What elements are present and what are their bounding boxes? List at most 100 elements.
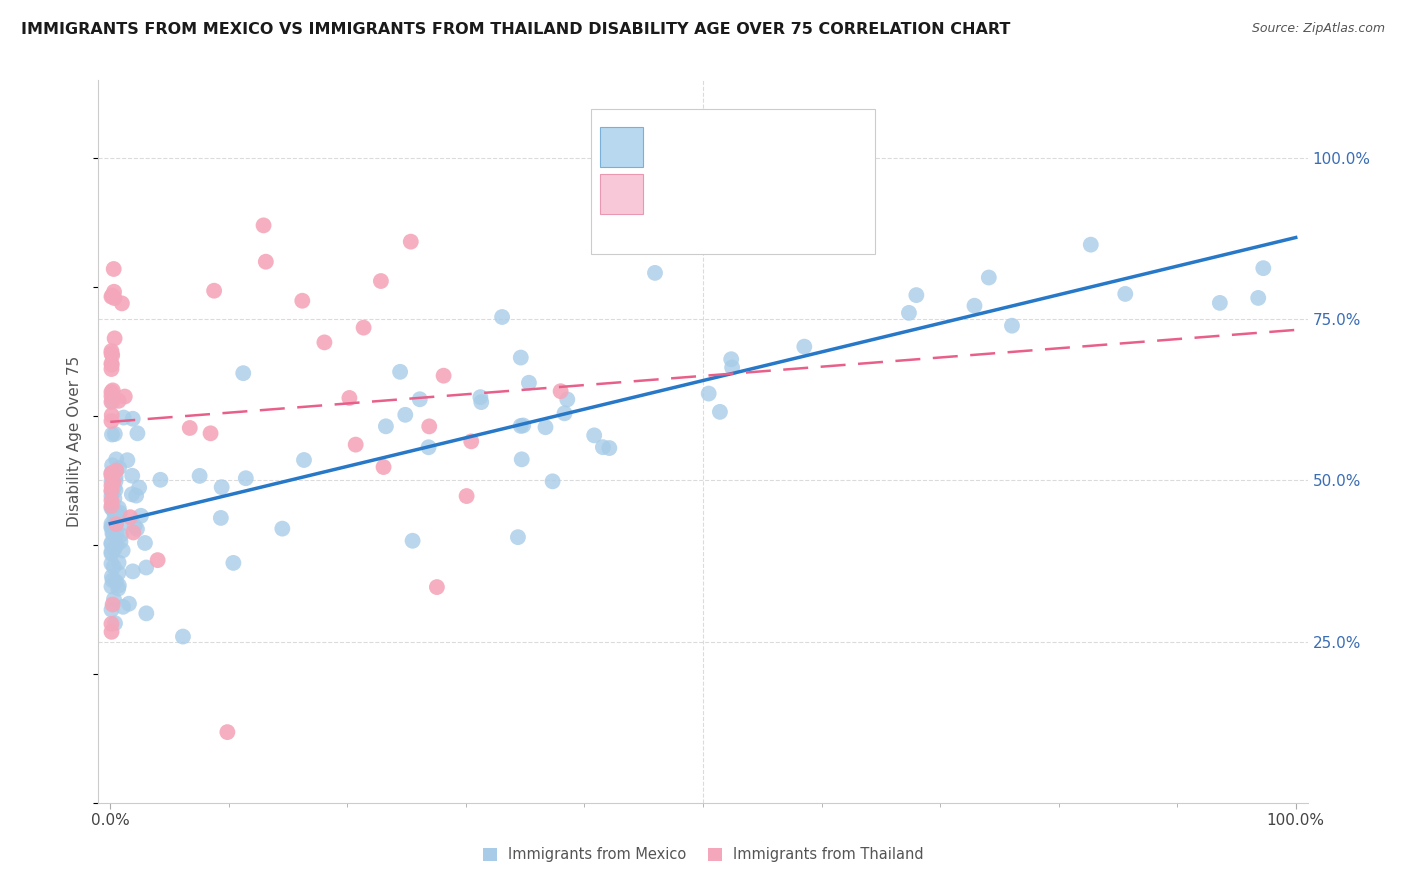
Point	[100, 466, 122, 480]
Point	[117, 453, 139, 467]
Point	[506, 530, 529, 544]
Point	[100, 395, 122, 409]
Text: R =: R =	[657, 185, 693, 203]
Point	[121, 565, 143, 579]
Point	[512, 418, 534, 433]
Point	[314, 335, 336, 350]
Point	[100, 603, 122, 617]
Point	[101, 394, 124, 409]
Point	[111, 296, 134, 310]
Point	[118, 597, 141, 611]
Point	[107, 566, 129, 580]
Point	[100, 468, 122, 483]
Point	[112, 410, 135, 425]
Point	[509, 418, 531, 433]
Point	[583, 428, 606, 442]
Point	[517, 376, 540, 390]
Point	[200, 426, 222, 441]
Point	[125, 489, 148, 503]
Point	[399, 235, 422, 249]
Point	[105, 463, 128, 477]
Point	[100, 467, 122, 481]
Point	[110, 528, 132, 542]
Point	[232, 366, 254, 380]
Point	[100, 484, 122, 499]
Point	[103, 262, 125, 277]
Point	[100, 290, 122, 304]
Point	[101, 458, 124, 473]
Point	[373, 460, 395, 475]
Point	[217, 725, 239, 739]
Point	[101, 573, 124, 587]
Point	[104, 616, 127, 631]
Point	[107, 508, 129, 523]
Point	[491, 310, 513, 324]
Point	[122, 525, 145, 540]
Point	[104, 474, 127, 488]
Point	[103, 592, 125, 607]
Point	[110, 534, 132, 549]
Point	[252, 219, 274, 233]
Point	[135, 607, 157, 621]
Point	[510, 452, 533, 467]
Point	[111, 516, 134, 531]
Point	[344, 437, 367, 451]
Point	[105, 508, 128, 522]
Point	[105, 574, 128, 589]
Point	[128, 481, 150, 495]
Point	[105, 526, 128, 541]
Point	[103, 291, 125, 305]
Point	[135, 560, 157, 574]
Point	[100, 478, 122, 492]
Point	[271, 522, 294, 536]
Point	[100, 346, 122, 360]
Point	[134, 536, 156, 550]
Point	[107, 393, 129, 408]
Point	[554, 406, 576, 420]
Text: N =: N =	[768, 185, 815, 203]
Point	[100, 501, 122, 516]
Point	[120, 510, 142, 524]
Point	[108, 578, 131, 592]
Point	[100, 624, 122, 639]
Point	[721, 360, 744, 375]
Text: N =: N =	[768, 138, 815, 156]
Text: 0.007: 0.007	[703, 185, 755, 203]
Point	[188, 469, 211, 483]
Point	[101, 499, 124, 513]
Text: R =: R =	[657, 138, 693, 156]
Point	[100, 616, 122, 631]
Point	[121, 487, 143, 501]
Point	[1001, 318, 1024, 333]
Point	[963, 299, 986, 313]
Point	[470, 390, 492, 404]
Point	[104, 331, 127, 345]
Point	[124, 519, 146, 533]
Point	[121, 468, 143, 483]
Point	[905, 288, 928, 302]
FancyBboxPatch shape	[591, 109, 875, 253]
Point	[103, 541, 125, 556]
Point	[100, 358, 122, 372]
Point	[146, 553, 169, 567]
Point	[100, 414, 122, 428]
Point	[555, 392, 578, 407]
Point	[103, 491, 125, 506]
Point	[149, 473, 172, 487]
Point	[114, 390, 136, 404]
Point	[100, 489, 122, 503]
Point	[100, 408, 122, 422]
Point	[418, 440, 440, 454]
Point	[100, 547, 122, 561]
Text: 121: 121	[824, 138, 859, 156]
Point	[374, 419, 396, 434]
Point	[292, 453, 315, 467]
Point	[370, 274, 392, 288]
Point	[339, 391, 361, 405]
Point	[103, 480, 125, 494]
Point	[209, 511, 232, 525]
Point	[426, 580, 449, 594]
Point	[107, 501, 129, 516]
Point	[100, 557, 122, 571]
Point	[100, 344, 122, 359]
